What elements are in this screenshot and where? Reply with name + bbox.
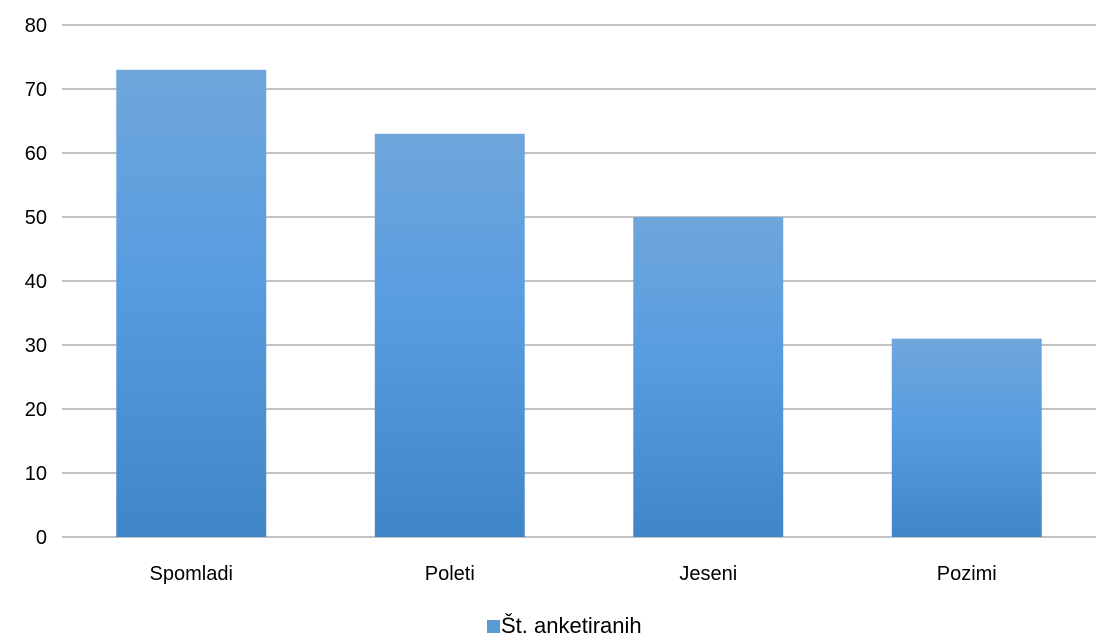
x-category-label: Jeseni xyxy=(679,563,737,585)
x-category-label: Poleti xyxy=(425,563,475,585)
y-tick-label: 70 xyxy=(25,79,47,101)
bar-spomladi xyxy=(116,69,267,538)
y-tick-label: 40 xyxy=(25,271,47,293)
bar-poleti xyxy=(374,133,525,538)
y-tick-label: 60 xyxy=(25,143,47,165)
y-tick-label: 10 xyxy=(25,463,47,485)
bars xyxy=(116,69,1042,538)
y-tick-label: 20 xyxy=(25,399,47,421)
legend-swatch xyxy=(487,620,500,633)
bar-pozimi xyxy=(891,338,1042,537)
y-tick-label: 0 xyxy=(36,527,47,549)
x-category-label: Pozimi xyxy=(937,563,997,585)
x-category-label: Spomladi xyxy=(150,563,233,585)
legend-label: Št. anketiranih xyxy=(501,613,642,638)
y-tick-label: 50 xyxy=(25,207,47,229)
bar-jeseni xyxy=(633,217,784,537)
x-axis-labels: Spomladi Poleti Jeseni Pozimi xyxy=(150,563,997,585)
y-tick-label: 80 xyxy=(25,15,47,37)
y-axis-ticks: 0 10 20 30 40 50 60 70 80 xyxy=(25,15,47,549)
legend: Št. anketiranih xyxy=(487,613,642,638)
y-tick-label: 30 xyxy=(25,335,47,357)
